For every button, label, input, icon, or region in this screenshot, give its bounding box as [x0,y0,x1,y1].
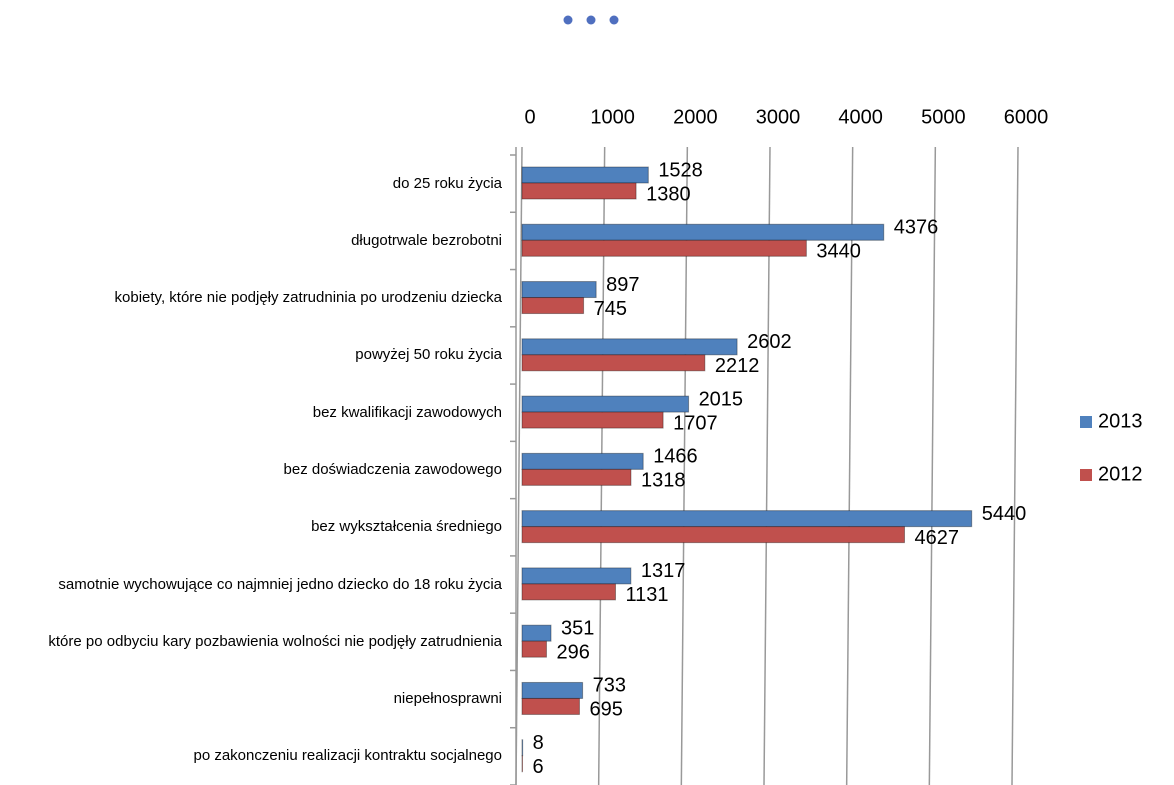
menu-dot [586,15,596,25]
data-label: 1466 [653,446,698,468]
bar [521,567,632,585]
category-label-box: bez wykształcenia średniego [0,499,502,556]
grid-line [845,146,854,785]
legend-label: 2012 [1098,463,1143,485]
data-label: 733 [593,675,626,697]
x-tick-label: 4000 [838,106,883,128]
x-tick-label: 3000 [756,106,801,128]
bar [521,583,616,601]
bar [521,166,649,184]
y-tick-label: do 25 roku życia [392,174,502,192]
data-label: 2212 [715,355,760,377]
data-label: 1380 [646,183,691,205]
y-tick-label: powyżej 50 roku życia [355,346,502,364]
category-label-box: samotnie wychowujące co najmniej jedno d… [0,556,502,613]
category-label-box: po zakonczeniu realizacji kontraktu socj… [0,728,502,785]
bar [521,526,905,544]
bar [521,239,807,257]
data-label: 5440 [982,503,1027,525]
category-label-box: powyżej 50 roku życia [0,327,502,384]
data-label: 3440 [816,241,861,263]
data-label: 296 [556,641,589,663]
x-tick-label: 1000 [590,106,635,128]
bar [521,297,585,315]
bar [521,468,632,486]
y-tick-label: niepełnosprawni [393,690,502,708]
bar [521,624,552,642]
data-label: 2015 [699,388,744,410]
legend-swatch [1080,469,1092,481]
bar [521,182,637,200]
data-label: 4627 [914,527,959,549]
data-label: 897 [606,274,639,296]
category-label-box: niepełnosprawni [0,670,502,727]
y-tick-label: bez kwalifikacji zawodowych [312,403,502,421]
data-label: 695 [589,699,622,721]
bar [521,223,885,241]
data-label: 8 [533,732,544,754]
category-label-box: długotrwale bezrobotni [0,212,502,269]
data-label: 1528 [658,159,703,181]
bar [521,697,580,715]
bar [521,640,547,658]
data-label: 1317 [641,560,686,582]
legend-swatch [1080,416,1092,428]
y-tick-label: długotrwale bezrobotni [351,231,502,249]
data-label: 4376 [894,217,939,239]
bar [521,510,973,528]
grid-line [928,146,937,785]
bar [521,354,706,372]
bar [521,281,597,299]
menu-dot [609,15,619,25]
grid-line [1011,146,1019,785]
legend-label: 2013 [1098,410,1143,432]
data-label: 351 [561,617,594,639]
bar [521,411,664,429]
data-label: 1318 [641,470,686,492]
category-label-box: które po odbyciu kary pozbawienia wolnoś… [0,613,502,670]
y-tick-label: samotnie wychowujące co najmniej jedno d… [58,575,502,593]
y-tick-label: kobiety, które nie podjęły zatrudninia p… [114,289,502,307]
x-tick-label: 0 [524,106,535,128]
category-label-box: kobiety, które nie podjęły zatrudninia p… [0,270,502,327]
data-label: 2602 [747,331,792,353]
bar [521,681,584,699]
menu-dot [563,15,573,25]
x-tick-label: 6000 [1004,106,1049,128]
x-tick-label: 5000 [921,106,966,128]
bar [521,395,690,413]
category-label-box: bez kwalifikacji zawodowych [0,384,502,441]
category-label-box: do 25 roku życia [0,155,502,212]
data-label: 1131 [625,584,668,606]
y-tick-label: bez wykształcenia średniego [311,518,502,536]
bar [521,338,738,356]
y-tick-label: bez doświadczenia zawodowego [283,460,502,478]
y-tick-label: po zakonczeniu realizacji kontraktu socj… [193,747,502,765]
data-label: 1707 [673,412,718,434]
data-label: 6 [532,756,543,778]
bar [521,739,524,757]
x-tick-label: 2000 [673,106,718,128]
data-label: 745 [594,298,627,320]
bar [521,452,644,470]
y-tick-label: które po odbyciu kary pozbawienia wolnoś… [48,632,502,650]
category-label-box: bez doświadczenia zawodowego [0,441,502,498]
grid-line [515,146,523,785]
